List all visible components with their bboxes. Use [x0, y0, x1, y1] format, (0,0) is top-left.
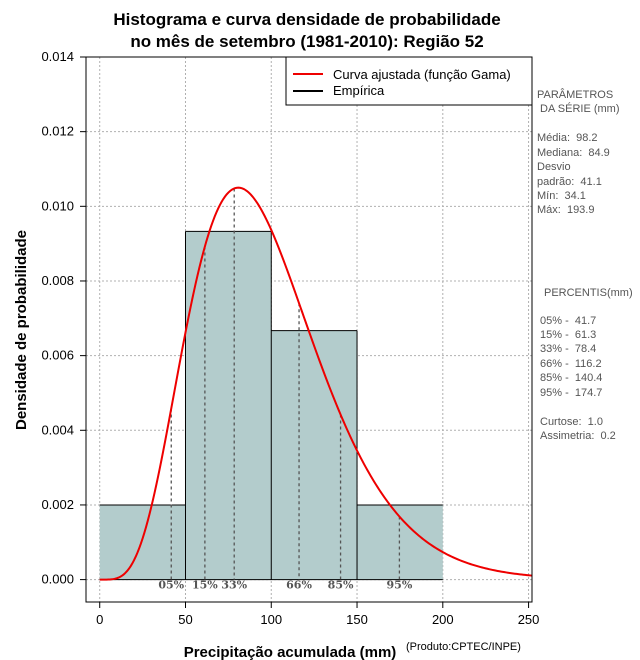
- histogram-bar-1: [185, 231, 272, 580]
- curve-layer: [99, 186, 533, 581]
- percentile-label-95: 95%: [387, 579, 413, 592]
- stat-kurtosis: Curtose: 1.0: [540, 416, 603, 428]
- y-tick-label-3: 0.006: [41, 348, 74, 363]
- stat-mean: Média: 98.2: [537, 132, 598, 144]
- x-tick-label-5: 250: [518, 612, 540, 627]
- stats-header-1: PARÂMETROS: [537, 88, 613, 101]
- x-tick-label-3: 150: [346, 612, 368, 627]
- y-axis-title: Densidade de probabilidade: [13, 230, 30, 430]
- stat-stddev-label: Desvio: [537, 161, 571, 173]
- percentile-label-66: 66%: [286, 579, 312, 592]
- percentile-label-33: 33%: [221, 579, 247, 592]
- percentil-33: 33% - 78.4: [540, 343, 596, 355]
- x-tick-label-2: 100: [260, 612, 282, 627]
- percentil-66: 66% - 116.2: [540, 358, 602, 370]
- y-tick-label-0: 0.000: [41, 572, 74, 587]
- stats-header-2: DA SÉRIE (mm): [537, 102, 620, 115]
- x-axis: 0 50 100 150 200 250: [96, 602, 539, 627]
- percentil-95: 95% - 174.7: [540, 387, 602, 399]
- x-tick-label-0: 0: [96, 612, 103, 627]
- stat-stddev-value: padrão: 41.1: [537, 176, 602, 188]
- percentile-lines-layer: 05% 15% 33% 66% 85% 95%: [158, 188, 413, 592]
- percentis-header: PERCENTIS(mm): [544, 287, 633, 299]
- percentil-05: 05% - 41.7: [540, 315, 596, 327]
- x-tick-label-4: 200: [432, 612, 454, 627]
- chart-title-line-1: Histograma e curva densidade de probabil…: [113, 10, 500, 29]
- y-tick-label-7: 0.014: [41, 49, 74, 64]
- percentil-85: 85% - 140.4: [540, 372, 602, 384]
- percentis-panel: PERCENTIS(mm) 05% - 41.7 15% - 61.3 33% …: [540, 287, 633, 442]
- legend: Curva ajustada (função Gama) Empírica: [285, 56, 533, 106]
- y-axis: 0.000 0.002 0.004 0.006 0.008 0.010 0.012 0.014: [41, 49, 86, 587]
- stats-panel: PARÂMETROS DA SÉRIE (mm) Média: 98.2 Med…: [537, 88, 620, 216]
- x-tick-label-1: 50: [178, 612, 192, 627]
- credit-text: (Produto:CPTEC/INPE): [406, 641, 521, 653]
- percentile-label-05: 05%: [158, 579, 184, 592]
- x-axis-title: Precipitação acumulada (mm): [184, 644, 397, 660]
- stat-median: Mediana: 84.9: [537, 147, 610, 159]
- stat-max: Máx: 193.9: [537, 204, 594, 216]
- legend-box: [285, 56, 533, 106]
- chart-title-line-2: no mês de setembro (1981-2010): Região 5…: [130, 32, 483, 51]
- gamma-curve-line: [99, 186, 533, 581]
- y-tick-label-2: 0.004: [41, 422, 74, 437]
- percentile-label-85: 85%: [328, 579, 354, 592]
- stat-min: Mín: 34.1: [537, 190, 586, 202]
- percentil-15: 15% - 61.3: [540, 329, 596, 341]
- legend-label-gamma: Curva ajustada (função Gama): [333, 67, 511, 82]
- y-tick-label-4: 0.008: [41, 273, 74, 288]
- histogram-bar-2: [271, 330, 358, 580]
- y-tick-label-6: 0.012: [41, 124, 74, 139]
- y-tick-label-1: 0.002: [41, 497, 74, 512]
- legend-label-empirical: Empírica: [333, 83, 385, 98]
- percentile-label-15: 15%: [192, 579, 218, 592]
- bars-layer: [99, 230, 443, 581]
- stat-skewness: Assimetria: 0.2: [540, 430, 616, 442]
- histogram-bar-0: [99, 504, 186, 580]
- y-tick-label-5: 0.010: [41, 198, 74, 213]
